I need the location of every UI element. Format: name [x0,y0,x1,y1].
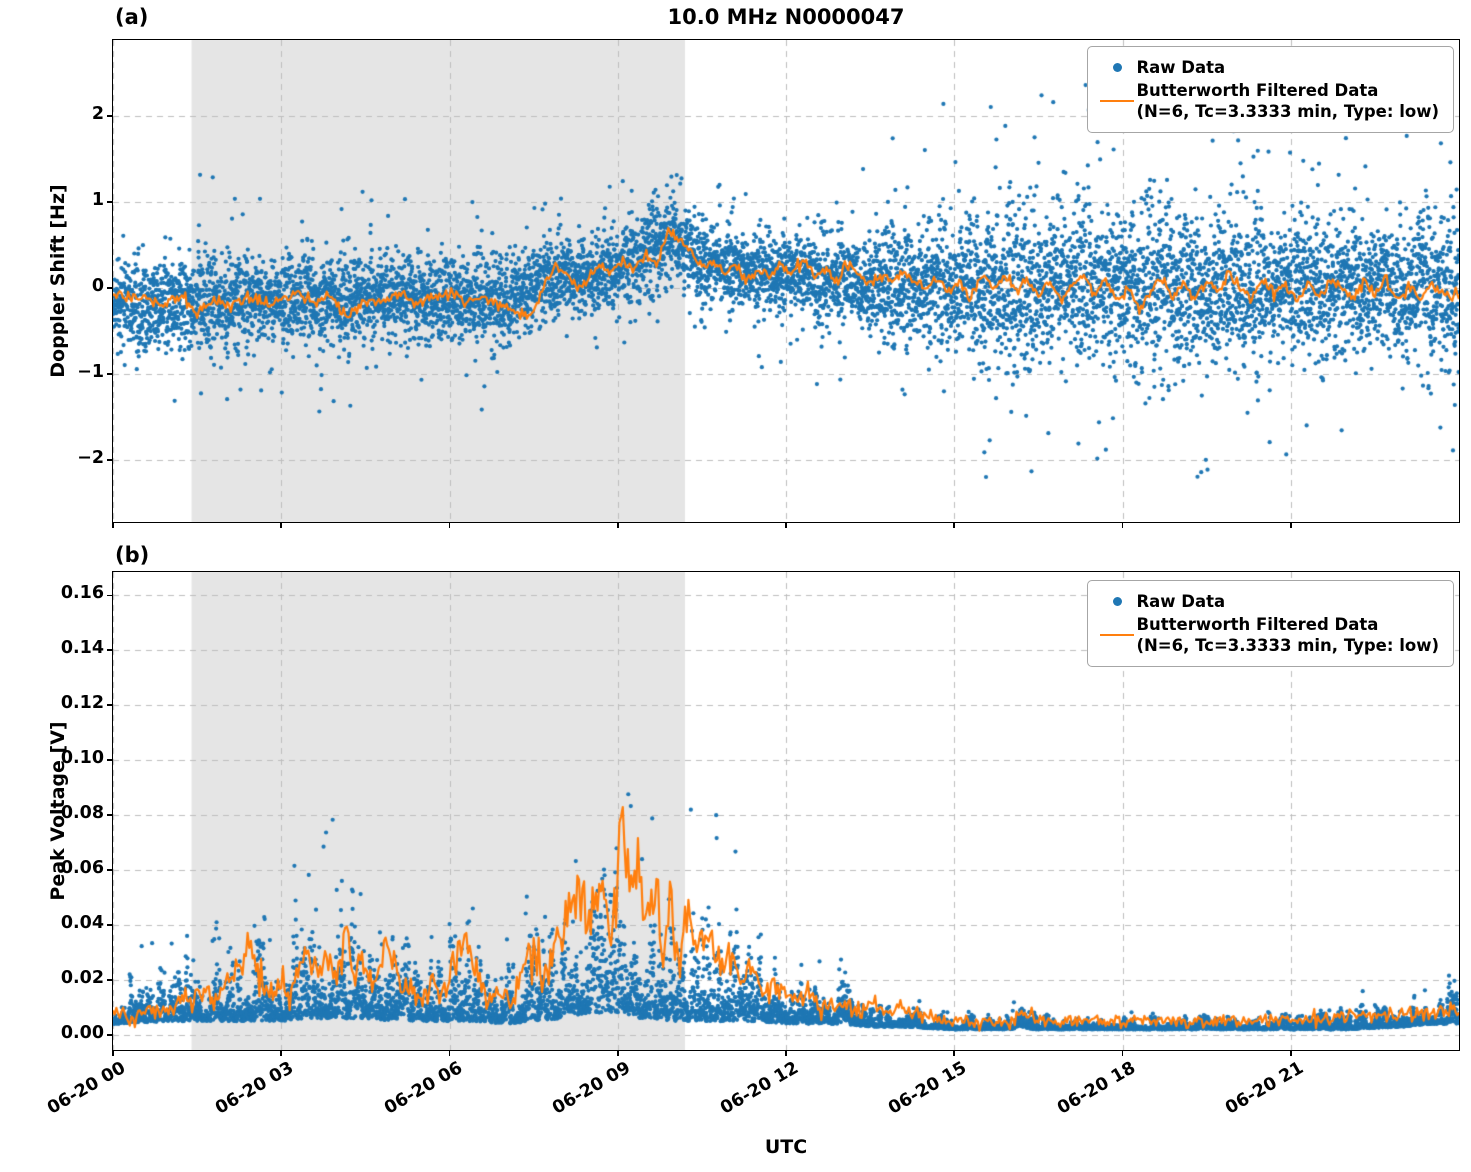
legend-raw-label: Raw Data [1136,58,1226,77]
y-tick-label: 0.08 [60,803,104,824]
y-tick-mark [107,924,113,926]
panel-b-label: (b) [115,543,150,567]
y-tick-mark [107,114,113,117]
x-tick-label: 06-20 00 [44,1058,129,1119]
y-tick-mark [107,594,113,597]
x-tick-mark [1121,522,1124,528]
legend-handle [1098,63,1136,73]
y-tick-label: 0.06 [60,858,104,879]
y-tick-mark [107,814,113,816]
y-tick-mark [107,869,113,871]
y-tick-label: 0 [91,275,104,296]
x-tick-mark [448,522,451,528]
legend-panel-a: Raw Data Butterworth Filtered Data (N=6,… [1087,46,1454,134]
y-tick-mark [107,759,113,761]
filtered-line-marker-icon [1100,634,1135,637]
panel-a-label: (a) [115,5,149,29]
x-tick-mark [785,1050,787,1056]
y-tick-mark [107,201,113,203]
y-tick-mark [107,649,113,652]
y-tick-label: 0.00 [60,1022,104,1043]
y-tick-label: −1 [77,361,104,382]
x-tick-mark [953,522,956,528]
y-tick-mark [107,704,113,707]
x-tick-mark [1289,522,1292,528]
x-tick-mark [112,522,114,528]
legend-filtered-label: Butterworth Filtered Data (N=6, Tc=3.333… [1136,614,1439,656]
legend-filtered-label-line2: (N=6, Tc=3.3333 min, Type: low) [1136,636,1439,656]
x-tick-mark [280,522,283,528]
legend-entry-filtered: Butterworth Filtered Data (N=6, Tc=3.333… [1098,614,1439,656]
legend-filtered-label-line1: Butterworth Filtered Data [1136,81,1379,101]
legend-entry-raw: Raw Data [1098,57,1439,78]
x-tick-mark [953,1050,956,1056]
raw-data-marker-icon [1112,597,1122,607]
legend-raw-label: Raw Data [1136,592,1226,611]
x-axis-label: UTC [764,1136,808,1158]
x-tick-mark [1121,1050,1124,1056]
legend-entry-raw: Raw Data [1098,591,1439,612]
figure-title: 10.0 MHz N0000047 [667,5,905,29]
y-tick-label: 0.16 [60,583,104,604]
legend-filtered-label-line1: Butterworth Filtered Data [1136,615,1379,635]
legend-panel-b: Raw Data Butterworth Filtered Data (N=6,… [1087,580,1454,668]
x-tick-mark [616,522,619,528]
y-tick-label: −2 [77,448,104,469]
legend-handle [1098,597,1136,607]
raw-data-marker-icon [1112,63,1122,73]
filtered-line-marker-icon [1100,100,1135,103]
legend-filtered-label: Butterworth Filtered Data (N=6, Tc=3.333… [1136,80,1439,122]
legend-filtered-label-line2: (N=6, Tc=3.3333 min, Type: low) [1136,102,1439,122]
x-tick-mark [112,1050,114,1056]
y-tick-mark [107,1034,113,1036]
x-tick-mark [785,522,787,528]
y-tick-label: 0.14 [60,638,104,659]
legend-entry-filtered: Butterworth Filtered Data (N=6, Tc=3.333… [1098,80,1439,122]
y-tick-mark [107,287,113,289]
y-tick-label: 1 [91,189,104,210]
y-tick-label: 0.12 [60,693,104,714]
x-tick-mark [280,1050,283,1056]
x-tick-mark [448,1050,451,1056]
y-tick-mark [107,373,113,375]
y-tick-label: 0.04 [60,913,104,933]
legend-handle [1098,634,1136,637]
x-tick-mark [1289,1050,1292,1056]
y-tick-mark [107,459,113,461]
y-tick-label: 2 [91,103,104,124]
x-tick-mark [616,1050,619,1056]
legend-handle [1098,100,1136,103]
y-tick-mark [107,979,113,981]
y-tick-label: 0.10 [60,748,104,769]
y-tick-label: 0.02 [60,967,104,988]
